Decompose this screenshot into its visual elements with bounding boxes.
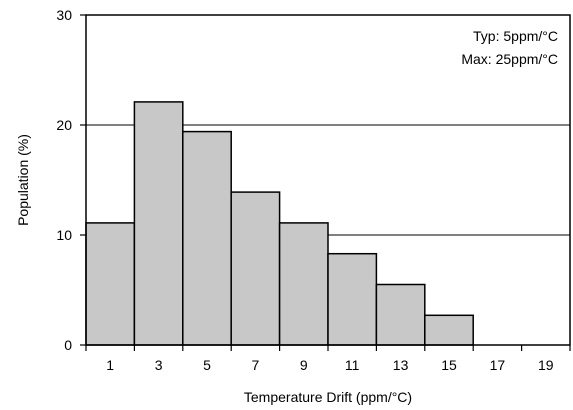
x-tick-label-9: 9 xyxy=(300,357,308,373)
bar-7 xyxy=(230,191,281,346)
bar-3 xyxy=(133,101,184,346)
x-axis-label: Temperature Drift (ppm/°C) xyxy=(244,389,412,405)
annotation-typ: Typ: 5ppm/°C xyxy=(473,28,558,44)
x-tick-label-5: 5 xyxy=(203,357,211,373)
x-ticks: 1 3 5 7 9 11 13 15 17 19 xyxy=(85,345,571,373)
y-tick-label-10: 10 xyxy=(56,227,72,243)
x-tick-label-3: 3 xyxy=(155,357,163,373)
bar-5 xyxy=(182,130,232,346)
x-tick-label-19: 19 xyxy=(538,357,554,373)
bars xyxy=(85,101,474,346)
x-tick-label-15: 15 xyxy=(441,357,457,373)
y-tick-label-0: 0 xyxy=(64,337,72,353)
x-tick-label-13: 13 xyxy=(393,357,409,373)
x-tick-label-17: 17 xyxy=(490,357,506,373)
bar-13 xyxy=(375,283,426,346)
annotation-max: Max: 25ppm/°C xyxy=(461,51,558,67)
y-tick-label-30: 30 xyxy=(56,7,72,23)
y-ticks: 0 10 20 30 xyxy=(56,7,86,353)
bar-11 xyxy=(327,252,378,346)
y-axis-label: Population (%) xyxy=(15,134,31,226)
bar-9 xyxy=(278,222,329,346)
bar-1 xyxy=(85,222,136,346)
x-tick-label-1: 1 xyxy=(106,357,114,373)
y-tick-label-20: 20 xyxy=(56,117,72,133)
bar-15 xyxy=(424,314,474,346)
x-tick-label-7: 7 xyxy=(252,357,260,373)
x-tick-label-11: 11 xyxy=(345,357,360,373)
